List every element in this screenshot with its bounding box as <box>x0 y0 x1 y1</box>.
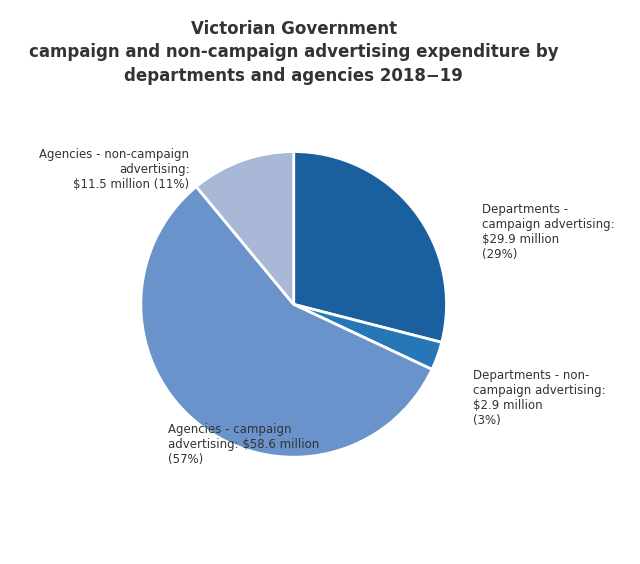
Wedge shape <box>141 187 432 457</box>
Text: Agencies - non-campaign
advertising:
$11.5 million (11%): Agencies - non-campaign advertising: $11… <box>40 148 189 191</box>
Title: Victorian Government
campaign and non-campaign advertising expenditure by
depart: Victorian Government campaign and non-ca… <box>29 20 559 85</box>
Wedge shape <box>294 152 447 342</box>
Text: Agencies - campaign
advertising: $58.6 million
(57%): Agencies - campaign advertising: $58.6 m… <box>168 423 319 466</box>
Wedge shape <box>196 152 294 305</box>
Wedge shape <box>294 305 442 369</box>
Text: Departments - non-
campaign advertising:
$2.9 million
(3%): Departments - non- campaign advertising:… <box>474 369 606 427</box>
Text: Departments -
campaign advertising:
$29.9 million
(29%): Departments - campaign advertising: $29.… <box>483 204 615 262</box>
